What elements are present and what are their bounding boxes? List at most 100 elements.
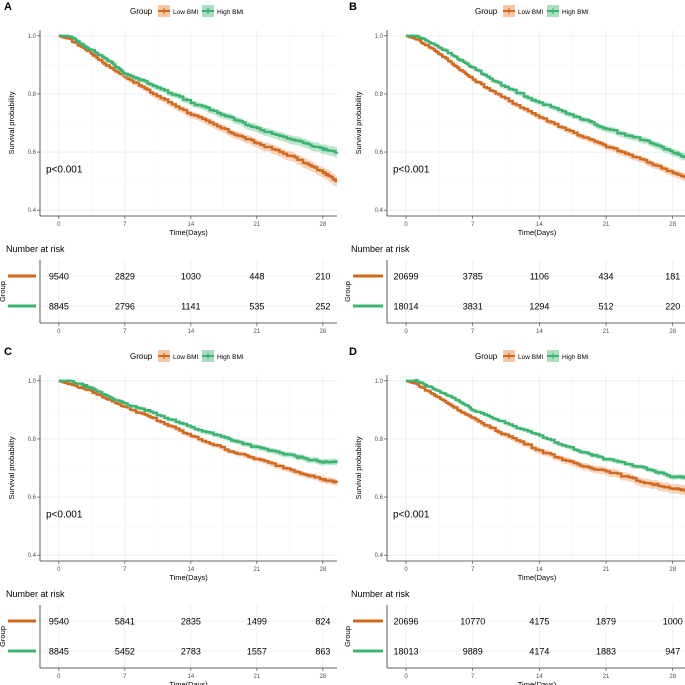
ci-band-high-bmi [58,380,338,466]
legend-label-low-bmi: Low BMI [518,354,543,361]
x-tick-label: 21 [603,222,610,228]
p-value: p<0.001 [46,164,83,175]
panel-a: A Group Low BMI High BMI 0.4 0.6 0.8 1.0 0 7 14 21 2… [0,1,339,335]
y-tick-label: 1.0 [28,34,37,40]
risk-y-label: Group [343,281,352,302]
gridlines [40,375,337,561]
risk-x-tick-label: 0 [57,674,61,680]
y-tick-label: 0.8 [28,92,37,98]
risk-count: 1879 [596,617,616,627]
risk-x-tick-label: 21 [254,329,261,335]
panel-c: C Group Low BMI High BMI 0.4 0.6 0.8 1.0 0 7 14 21 2… [0,346,339,685]
y-tick-label: 0.6 [28,495,37,501]
x-tick-label: 21 [254,222,261,228]
legend-title: Group [130,352,153,361]
y-tick-label: 0.4 [28,553,37,559]
legend-title: Group [130,7,153,16]
gridlines [40,30,337,216]
risk-x-tick-label: 14 [536,674,543,680]
risk-count: 5452 [115,647,135,657]
km-curve-low-bmi [58,379,339,484]
risk-x-tick-label: 7 [471,674,475,680]
risk-count: 5841 [115,617,135,627]
panel-label: D [349,346,357,358]
km-curve-high-bmi [58,34,339,154]
risk-count: 3785 [463,272,483,282]
legend-label-high-bmi: High BMI [562,354,589,361]
x-tick-label: 7 [471,567,475,573]
risk-count: 9540 [49,617,69,627]
risk-x-tick-label: 0 [57,329,61,335]
risk-table-title: Number at risk [351,589,410,599]
risk-x-tick-label: 7 [123,674,127,680]
risk-count: 210 [315,272,330,282]
legend: Group Low BMI High BMI [130,5,244,17]
risk-count: 824 [315,617,330,627]
y-axis-label: Survival probability [7,436,16,499]
km-curve-low-bmi [405,379,685,493]
risk-count: 220 [665,302,680,312]
risk-table-area [40,605,337,668]
legend-label-high-bmi: High BMI [217,9,244,16]
legend-title: Group [475,7,498,16]
y-axis-label: Survival probability [354,436,363,499]
risk-count: 1883 [596,647,616,657]
risk-count: 18013 [394,647,419,657]
ci-band-high-bmi [406,380,685,481]
x-axis-label: Time(Days) [518,228,557,237]
x-tick-label: 28 [320,222,327,228]
risk-table-title: Number at risk [6,589,65,599]
risk-x-label: Time(Days) [169,680,208,685]
gridlines [387,30,685,216]
risk-count: 10770 [460,617,485,627]
risk-count: 1499 [247,617,267,627]
km-curve-high-bmi [406,34,685,158]
risk-x-tick-label: 28 [320,329,327,335]
risk-x-tick-label: 14 [188,329,195,335]
risk-x-tick-label: 14 [536,329,543,335]
risk-x-tick-label: 7 [471,329,475,335]
risk-count: 4174 [529,647,549,657]
ci-band-low-bmi [58,35,338,187]
risk-count: 512 [599,302,614,312]
risk-count: 2835 [181,617,201,627]
risk-x-tick-label: 28 [320,674,327,680]
risk-table-area [387,260,685,323]
risk-count: 2783 [181,647,201,657]
risk-count: 2829 [115,272,135,282]
risk-count: 18014 [394,302,419,312]
risk-count: 535 [249,302,264,312]
y-tick-label: 0.6 [375,495,384,501]
legend-label-low-bmi: Low BMI [518,9,543,16]
x-tick-label: 0 [404,567,408,573]
risk-count: 8845 [49,647,69,657]
x-tick-label: 28 [669,567,676,573]
legend-label-high-bmi: High BMI [217,354,244,361]
risk-x-tick-label: 0 [404,329,408,335]
p-value: p<0.001 [393,164,430,175]
x-tick-label: 7 [123,567,127,573]
risk-x-tick-label: 28 [669,674,676,680]
risk-count: 1030 [181,272,201,282]
risk-count: 1141 [181,302,200,312]
risk-x-label: Time(Days) [518,680,557,685]
x-tick-label: 28 [320,567,327,573]
legend: Group Low BMI High BMI [475,350,589,362]
risk-count: 863 [315,647,330,657]
p-value: p<0.001 [46,509,83,520]
legend-title: Group [475,352,498,361]
x-tick-label: 0 [57,222,61,228]
risk-count: 9889 [463,647,483,657]
risk-count: 9540 [49,272,69,282]
risk-count: 3831 [463,302,483,312]
x-tick-label: 0 [57,567,61,573]
km-curve-high-bmi [58,379,339,464]
panel-label: A [4,1,12,13]
risk-count: 252 [315,302,330,312]
x-axis-label: Time(Days) [169,573,208,582]
legend: Group Low BMI High BMI [130,350,244,362]
risk-x-tick-label: 7 [123,329,127,335]
km-curve-low-bmi [58,34,337,183]
y-tick-label: 0.6 [28,150,37,156]
